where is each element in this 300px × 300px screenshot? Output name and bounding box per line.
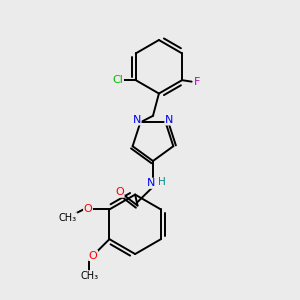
Text: N: N <box>146 178 155 188</box>
Text: N: N <box>133 115 141 125</box>
Text: O: O <box>89 250 98 260</box>
Text: O: O <box>84 204 92 214</box>
Text: H: H <box>158 177 166 187</box>
Text: F: F <box>194 76 200 87</box>
Text: O: O <box>115 187 124 197</box>
Text: CH₃: CH₃ <box>80 271 98 281</box>
Text: CH₃: CH₃ <box>59 213 77 223</box>
Text: N: N <box>165 115 173 125</box>
Text: Cl: Cl <box>112 75 123 85</box>
